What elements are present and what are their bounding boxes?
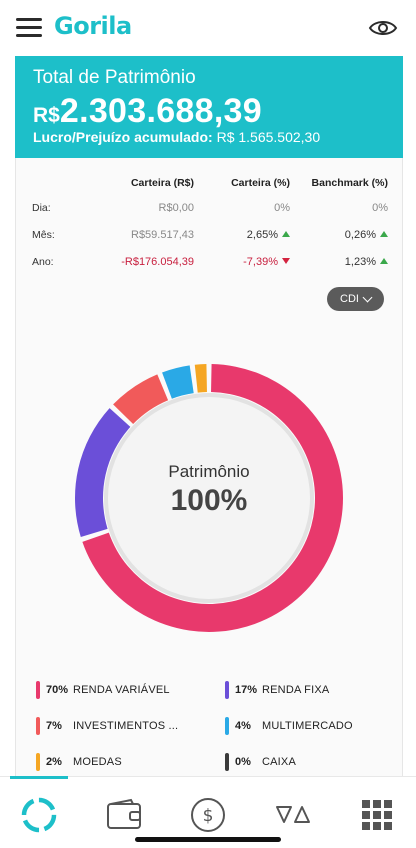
legend-percent: 0% (235, 756, 251, 768)
legend-color-swatch (36, 753, 40, 771)
percent-text: 2,65% (246, 228, 278, 241)
legend-color-swatch (36, 717, 40, 735)
column-header: Carteira (R$) (130, 177, 194, 189)
total-value: 2.303.688,39 (59, 92, 262, 130)
legend-color-swatch (36, 681, 40, 699)
donut-inner-disc (104, 393, 314, 603)
donut-center-label: Patrimônio (168, 462, 250, 481)
legend-color-swatch (225, 753, 229, 771)
legend-percent: 17% (235, 684, 258, 696)
dollar-icon[interactable]: $ (188, 795, 228, 835)
donut-slice-moedas[interactable] (194, 364, 207, 393)
svg-text:$: $ (203, 806, 214, 826)
eye-icon[interactable] (368, 16, 398, 40)
total-amount: R$2.303.688,39 (33, 92, 385, 131)
benchmark-percent: 0,26% (290, 229, 388, 241)
donut-center-value: 100% (170, 484, 248, 517)
bottom-navigation: $ (0, 776, 416, 848)
active-tab-indicator (10, 776, 68, 779)
table-row: Mês: R$59.517,43 2,65% 0,26% (32, 221, 388, 248)
table-header: Carteira (R$) Carteira (%) Banchmark (%) (32, 172, 388, 194)
legend-label: INVESTIMENTOS ... (73, 720, 179, 732)
allocation-donut[interactable]: Patrimônio 100% (73, 362, 345, 634)
accumulated-profit: Lucro/Prejuízo acumulado: R$ 1.565.502,3… (33, 129, 385, 145)
legend-item[interactable]: 0% CAIXA (225, 752, 296, 772)
profit-label: Lucro/Prejuízo acumulado: (33, 129, 213, 145)
benchmark-select[interactable]: CDI (327, 287, 384, 311)
portfolio-percent: -7,39% (194, 256, 290, 268)
benchmark-percent: 0% (290, 202, 388, 214)
legend-label: RENDA FIXA (262, 684, 330, 696)
donut-slice-multimercado[interactable] (162, 365, 194, 399)
table-row: Dia: R$0,00 0% 0% (32, 194, 388, 221)
profit-value: R$ 1.565.502,30 (216, 129, 321, 145)
value-text: -R$176.054,39 (121, 255, 194, 268)
value-text: R$59.517,43 (131, 228, 194, 241)
row-label: Mês: (32, 228, 55, 241)
percent-text: 0% (274, 201, 290, 214)
portfolio-icon[interactable] (19, 795, 59, 835)
column-header: Banchmark (%) (311, 177, 388, 189)
benchmark-text: 1,23% (344, 255, 376, 268)
trend-up-icon (380, 230, 388, 237)
portfolio-value: -R$176.054,39 (102, 256, 194, 268)
legend-percent: 7% (46, 720, 62, 732)
top-bar: Gorila (0, 0, 416, 56)
portfolio-value: R$59.517,43 (102, 229, 194, 241)
legend-item[interactable]: 70% RENDA VARIÁVEL (36, 680, 170, 700)
donut-center: Patrimônio 100% (73, 462, 345, 518)
legend-item[interactable]: 7% INVESTIMENTOS ... (36, 716, 178, 736)
wallet-icon[interactable] (104, 795, 144, 835)
benchmark-text: 0,26% (344, 228, 376, 241)
legend-percent: 2% (46, 756, 62, 768)
percent-text: -7,39% (243, 255, 278, 268)
column-header: Carteira (%) (231, 177, 290, 189)
legend-percent: 4% (235, 720, 251, 732)
trend-up-icon (380, 257, 388, 264)
legend-item[interactable]: 4% MULTIMERCADO (225, 716, 353, 736)
trend-up-icon (282, 230, 290, 237)
legend-color-swatch (225, 717, 229, 735)
legend-label: MOEDAS (73, 756, 122, 768)
performance-table: Carteira (R$) Carteira (%) Banchmark (%)… (32, 172, 388, 275)
legend-label: CAIXA (262, 756, 297, 768)
legend-label: MULTIMERCADO (262, 720, 353, 732)
benchmark-percent: 1,23% (290, 256, 388, 268)
donut-slice-renda-fixa[interactable] (75, 408, 131, 537)
portfolio-percent: 2,65% (194, 229, 290, 241)
row-label: Ano: (32, 255, 54, 268)
donut-chart (75, 364, 344, 632)
table-row: Ano: -R$176.054,39 -7,39% 1,23% (32, 248, 388, 275)
value-text: R$0,00 (158, 201, 194, 214)
app-logo: Gorila (54, 12, 132, 40)
legend-percent: 70% (46, 684, 69, 696)
benchmark-select-value: CDI (340, 293, 359, 305)
portfolio-value: R$0,00 (102, 202, 194, 214)
trading-icon[interactable] (273, 795, 313, 835)
home-indicator (135, 837, 281, 842)
hamburger-menu-icon[interactable] (16, 18, 42, 38)
benchmark-text: 0% (372, 201, 388, 214)
legend-label: RENDA VARIÁVEL (73, 684, 170, 696)
portfolio-percent: 0% (194, 202, 290, 214)
apps-grid-icon[interactable] (357, 795, 397, 835)
legend-item[interactable]: 2% MOEDAS (36, 752, 122, 772)
chevron-down-icon (362, 292, 373, 302)
summary-title: Total de Patrimônio (33, 67, 196, 88)
row-label: Dia: (32, 201, 51, 214)
legend-item[interactable]: 17% RENDA FIXA (225, 680, 329, 700)
trend-down-icon (282, 257, 290, 264)
donut-slice-investimentos[interactable] (113, 374, 169, 424)
legend-color-swatch (225, 681, 229, 699)
patrimony-summary: Total de Patrimônio R$2.303.688,39 Lucro… (15, 56, 403, 158)
currency-symbol: R$ (33, 104, 60, 127)
